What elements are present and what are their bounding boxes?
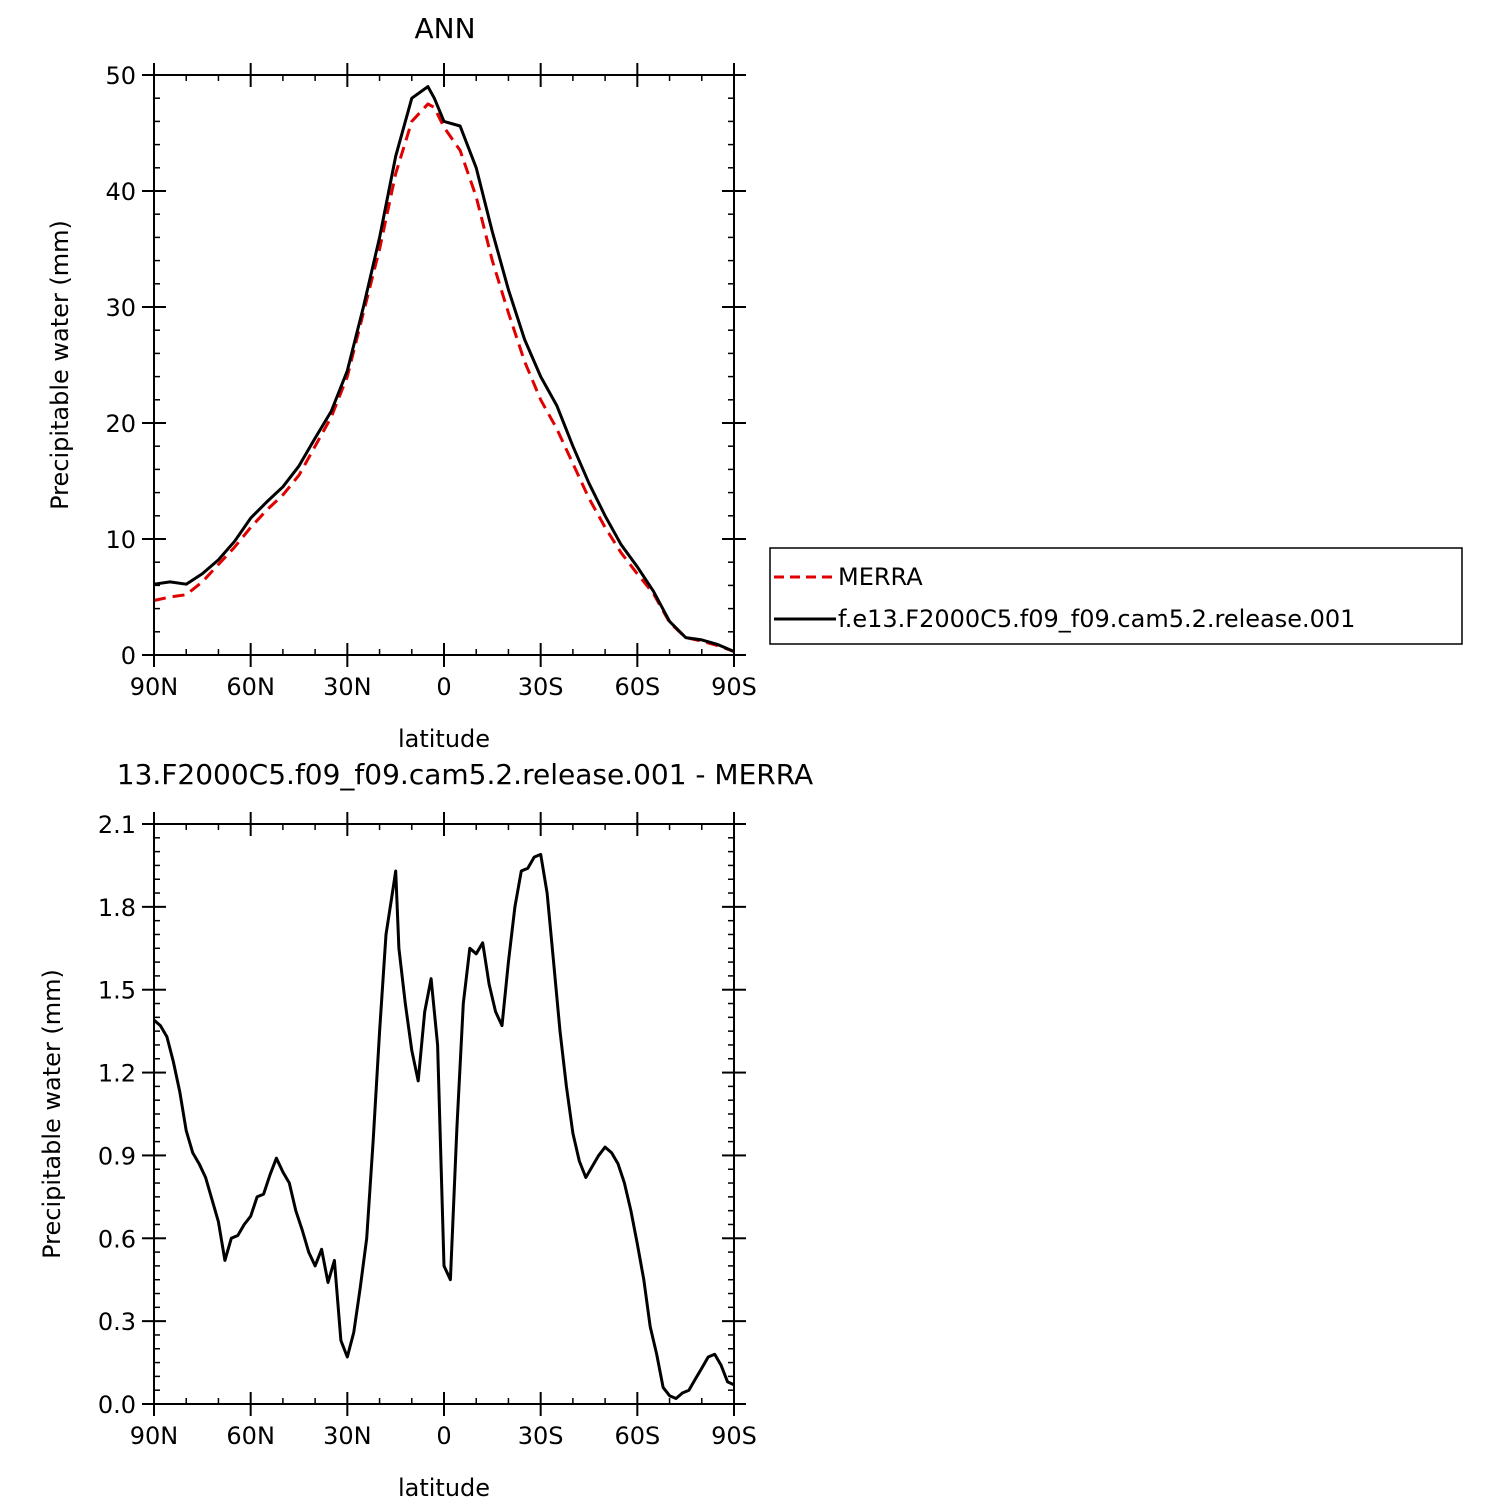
bottom-xtick-label: 30N [323,1422,372,1450]
bottom-ytick-label: 0.3 [98,1308,136,1336]
bottom-ytick-label: 1.5 [98,977,136,1005]
top-ytick-label: 20 [105,410,136,438]
bottom-panel-ylabel: Precipitable water (mm) [38,969,66,1259]
bottom-xtick-label: 60N [226,1422,275,1450]
top-panel-lines [153,85,735,653]
bottom-ytick-label: 0.9 [98,1142,136,1170]
top-panel: ANN 90N 60N 30N 0 30S 60S 90S 0 10 20 30 40 50 latit… [46,12,757,753]
bottom-xtick-label: 60S [614,1422,660,1450]
bottom-panel: 13.F2000C5.f09_f09.cam5.2.release.001 - … [38,758,813,1502]
top-ytick-label: 30 [105,294,136,322]
bottom-xtick-label: 90S [711,1422,757,1450]
top-ytick-label: 10 [105,526,136,554]
legend: MERRA f.e13.F2000C5.f09_f09.cam5.2.relea… [769,547,1463,645]
bottom-panel-frame [153,823,735,1405]
bottom-ytick-label: 1.2 [98,1060,136,1088]
bottom-xtick-label: 0 [436,1422,451,1450]
top-xtick-label: 60N [226,673,275,701]
top-ytick-label: 40 [105,178,136,206]
top-xtick-label: 0 [436,673,451,701]
bottom-panel-xlabel: latitude [398,1474,490,1502]
bottom-ytick-label: 1.8 [98,894,136,922]
bottom-panel-title: 13.F2000C5.f09_f09.cam5.2.release.001 - … [117,758,813,791]
top-series-line-1 [153,85,735,653]
top-panel-xlabel: latitude [398,725,490,753]
bottom-ytick-label: 0.6 [98,1225,136,1253]
top-panel-title: ANN [414,12,475,45]
top-series-line-0 [153,102,735,653]
top-panel-ticks: 90N 60N 30N 0 30S 60S 90S 0 10 20 30 40 50 [105,62,756,701]
top-ytick-label: 0 [121,642,136,670]
top-xtick-label: 30N [323,673,372,701]
legend-box [769,547,1463,645]
top-xtick-label: 60S [614,673,660,701]
bottom-ytick-label: 0.0 [98,1391,136,1419]
bottom-ytick-label: 2.1 [98,811,136,839]
top-panel-ylabel: Precipitable water (mm) [46,220,74,510]
legend-label-merra: MERRA [838,563,923,591]
bottom-series-line-0 [153,852,735,1400]
top-xtick-label: 90S [711,673,757,701]
bottom-xtick-label: 30S [518,1422,564,1450]
top-xtick-label: 90N [130,673,179,701]
bottom-panel-lines [153,852,735,1400]
bottom-panel-ticks: 90N 60N 30N 0 30S 60S 90S 0.0 0.3 0.6 0.9 1.2 1.5 1.8… [98,811,757,1450]
legend-label-model: f.e13.F2000C5.f09_f09.cam5.2.release.001 [838,605,1355,633]
top-panel-frame [153,74,735,656]
top-xtick-label: 30S [518,673,564,701]
bottom-xtick-label: 90N [130,1422,179,1450]
top-ytick-label: 50 [105,62,136,90]
